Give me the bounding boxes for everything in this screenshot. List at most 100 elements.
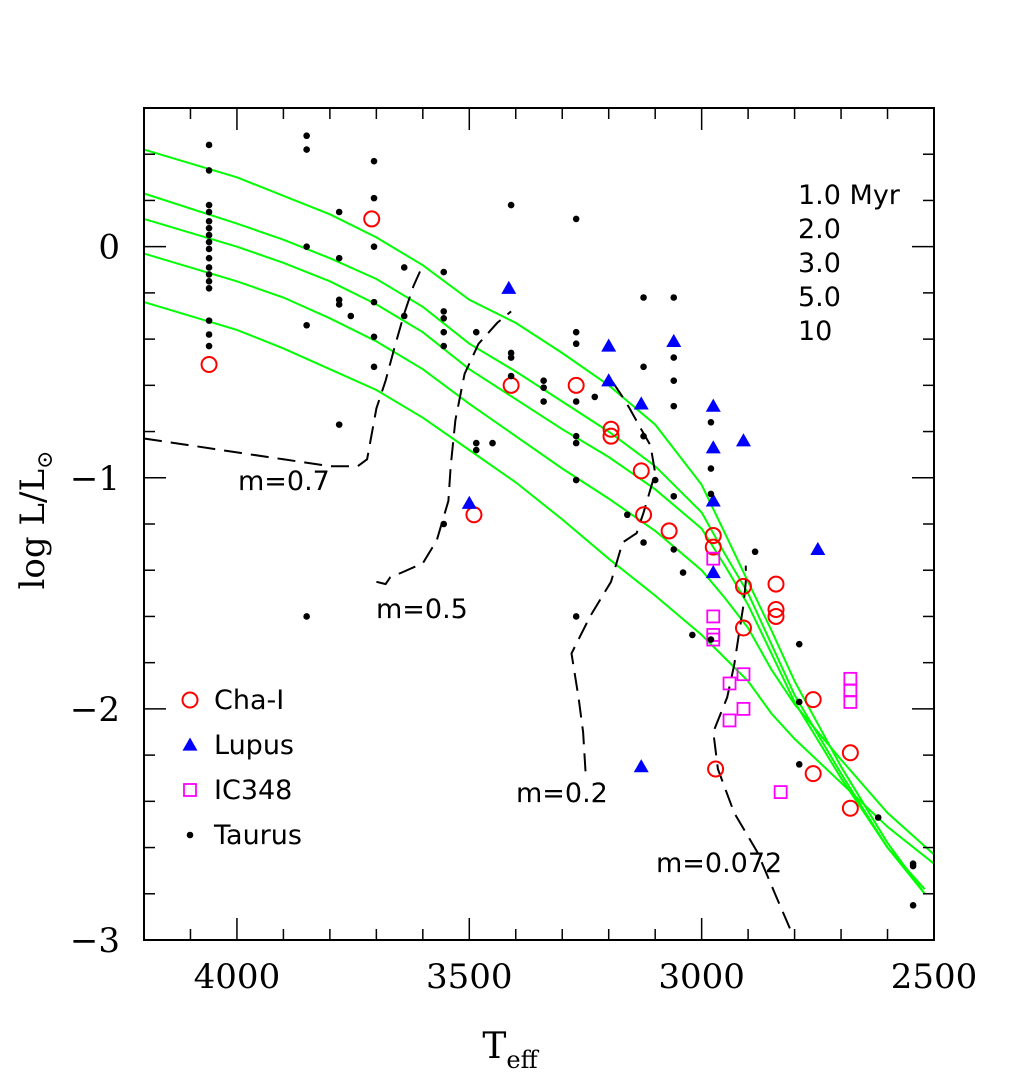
data-point (640, 539, 647, 546)
data-point (205, 271, 213, 278)
data-point (767, 601, 785, 619)
data-point (335, 421, 343, 428)
data-point (370, 157, 378, 165)
legend-marker (183, 783, 197, 797)
isochrone-age-label: 2.0 (798, 214, 841, 245)
data-point (707, 490, 715, 498)
data-point (601, 338, 617, 352)
data-point (205, 141, 213, 149)
data-point (804, 765, 822, 783)
mass-track-2 (376, 310, 512, 586)
data-point (810, 541, 826, 556)
data-point (205, 208, 213, 216)
data-point (303, 146, 310, 153)
data-point (572, 439, 580, 447)
data-point (347, 312, 355, 320)
data-point (689, 631, 696, 639)
data-point (540, 384, 547, 391)
data-point (660, 522, 678, 540)
data-point (706, 609, 721, 624)
data-point (567, 376, 585, 394)
mass-track-4 (712, 565, 791, 929)
data-point (572, 328, 580, 336)
data-point (705, 440, 721, 454)
data-points (200, 132, 917, 909)
data-point (704, 538, 722, 556)
data-point (670, 492, 678, 500)
data-point (670, 546, 678, 553)
axes (143, 107, 935, 941)
data-point (205, 238, 213, 246)
x-axis-label-sub: eff (506, 1046, 539, 1074)
data-point (440, 520, 448, 528)
data-point (843, 683, 858, 698)
x-tick-label: 2500 (891, 957, 978, 997)
x-tick-label: 4000 (194, 957, 281, 997)
legend-marker (186, 831, 194, 839)
data-point (633, 759, 649, 773)
data-point (705, 493, 721, 507)
data-point (705, 565, 721, 579)
legend-label: IC348 (214, 775, 292, 806)
data-point (704, 527, 722, 545)
data-point (507, 372, 515, 380)
data-point (640, 294, 647, 301)
data-point (706, 632, 721, 647)
data-point (335, 208, 343, 216)
x-tick-label: 3500 (426, 957, 513, 997)
isochrone-age-label: 3.0 (798, 248, 841, 279)
data-point (303, 613, 310, 620)
data-point (601, 373, 617, 387)
data-point (623, 511, 631, 519)
data-point (335, 296, 343, 304)
data-point (440, 342, 448, 350)
legend-label: Taurus (213, 820, 302, 851)
data-point (572, 215, 580, 223)
data-point (572, 340, 580, 348)
data-point (440, 268, 448, 276)
data-point (205, 245, 213, 253)
data-point (843, 671, 858, 686)
data-point (909, 860, 917, 868)
data-point (540, 398, 547, 405)
data-point (335, 254, 343, 262)
data-point (602, 427, 620, 445)
data-point (670, 377, 678, 385)
data-point (335, 301, 343, 308)
legend-marker (181, 691, 199, 709)
data-point (843, 695, 858, 709)
mass-track-3 (570, 375, 657, 772)
data-point (767, 607, 785, 625)
series-taurus (205, 132, 917, 909)
data-point (707, 465, 715, 472)
mass-track-label: m=0.072 (656, 848, 782, 879)
x-axis-label: Teff (482, 1026, 539, 1074)
data-point (734, 619, 752, 637)
data-point (200, 356, 218, 374)
data-point (303, 243, 310, 250)
data-point (572, 613, 580, 620)
isochrone-line-3 (143, 217, 926, 890)
series-cha-i (200, 210, 859, 817)
mass-track-label: m=0.5 (376, 594, 468, 625)
data-point (705, 398, 721, 412)
data-point (205, 231, 213, 239)
data-point (440, 308, 448, 315)
legend-label: Lupus (214, 730, 294, 761)
data-point (205, 201, 213, 209)
data-point (736, 667, 751, 682)
y-tick-label: −1 (70, 459, 120, 499)
data-point (472, 439, 480, 447)
data-point (633, 396, 649, 410)
data-point (909, 902, 917, 909)
data-point (205, 342, 213, 350)
data-point (651, 476, 659, 484)
data-point (666, 333, 682, 348)
data-point (795, 640, 803, 648)
data-point (734, 577, 752, 595)
data-point (635, 506, 653, 524)
series-lupus (461, 280, 826, 773)
data-point (363, 210, 381, 228)
data-point (540, 377, 547, 385)
data-point (205, 167, 213, 174)
